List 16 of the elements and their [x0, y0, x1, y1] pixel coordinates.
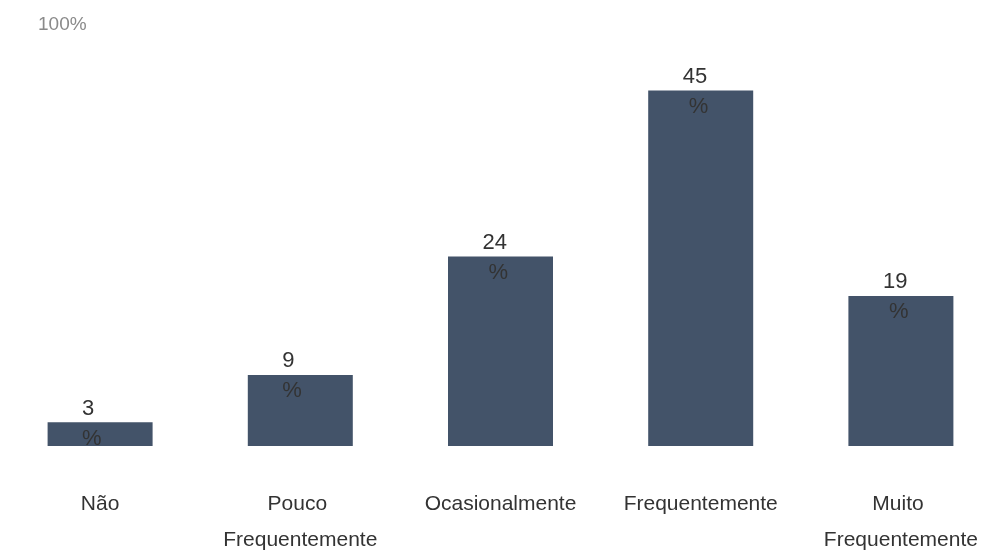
data-label: 19 % [882, 268, 909, 324]
data-label: 24 % [482, 228, 509, 284]
x-tick-label: Ocasionalmente [424, 490, 577, 514]
bar [448, 256, 553, 446]
x-tick-label: Pouco Frequentemente [223, 490, 378, 550]
x-tick-label: Frequentemente [623, 490, 778, 514]
bar [47, 422, 153, 446]
x-tick-label: Muito Frequentemente [823, 490, 978, 550]
data-label: 9 % [282, 347, 302, 403]
bar [848, 295, 954, 446]
bar [247, 374, 353, 446]
bar [648, 90, 754, 446]
data-label: 45 % [682, 63, 709, 118]
text: 100% [38, 13, 87, 34]
x-tick-label: Não [80, 490, 120, 514]
data-label: 3 % [82, 394, 102, 450]
